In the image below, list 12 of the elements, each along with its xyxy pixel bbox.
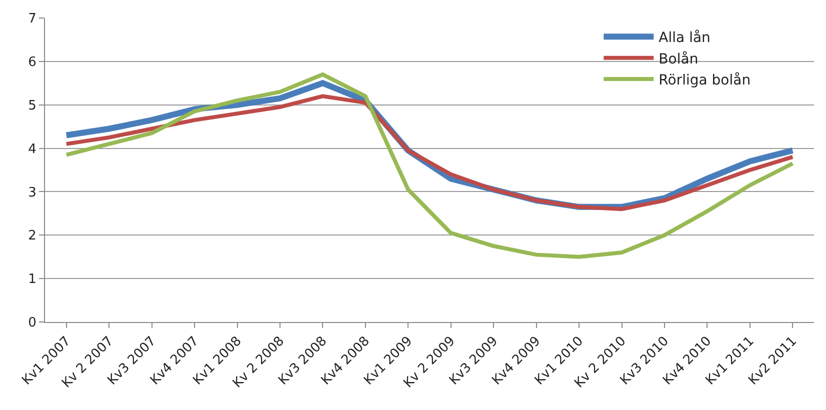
y-tick-label: 4 <box>28 142 36 157</box>
legend-label: Bolån <box>658 50 698 68</box>
y-tick-label: 2 <box>28 228 36 244</box>
legend-label: Rörliga bolån <box>658 72 751 88</box>
y-tick-label: 5 <box>28 98 36 114</box>
y-tick-label: 3 <box>28 185 36 200</box>
y-tick-label: 6 <box>28 54 36 70</box>
y-tick-label: 7 <box>28 12 36 27</box>
y-tick-label: 1 <box>28 272 36 288</box>
line-series <box>64 72 795 259</box>
legend-label: Alla lån <box>658 29 710 46</box>
y-tick-label: 0 <box>28 316 36 331</box>
